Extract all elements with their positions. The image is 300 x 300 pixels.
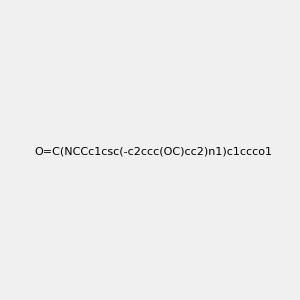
Text: O=C(NCCc1csc(-c2ccc(OC)cc2)n1)c1ccco1: O=C(NCCc1csc(-c2ccc(OC)cc2)n1)c1ccco1	[35, 146, 273, 157]
